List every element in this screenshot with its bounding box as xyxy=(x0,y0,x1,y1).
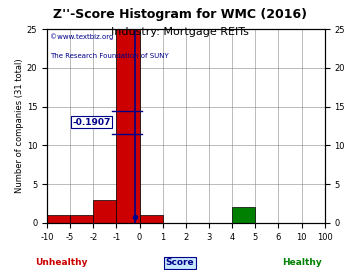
Text: The Research Foundation of SUNY: The Research Foundation of SUNY xyxy=(50,53,168,59)
Bar xyxy=(70,215,93,223)
Text: Score: Score xyxy=(166,258,194,267)
Text: Healthy: Healthy xyxy=(283,258,322,267)
Bar xyxy=(47,215,70,223)
Bar xyxy=(140,215,163,223)
Y-axis label: Number of companies (31 total): Number of companies (31 total) xyxy=(15,59,24,193)
Text: Unhealthy: Unhealthy xyxy=(35,258,87,267)
Bar xyxy=(116,29,140,223)
Text: -0.1907: -0.1907 xyxy=(73,118,111,127)
Text: Industry: Mortgage REITs: Industry: Mortgage REITs xyxy=(111,27,249,37)
Text: ©www.textbiz.org: ©www.textbiz.org xyxy=(50,33,113,40)
Text: Z''-Score Histogram for WMC (2016): Z''-Score Histogram for WMC (2016) xyxy=(53,8,307,21)
Bar xyxy=(232,207,255,223)
Bar xyxy=(93,200,116,223)
